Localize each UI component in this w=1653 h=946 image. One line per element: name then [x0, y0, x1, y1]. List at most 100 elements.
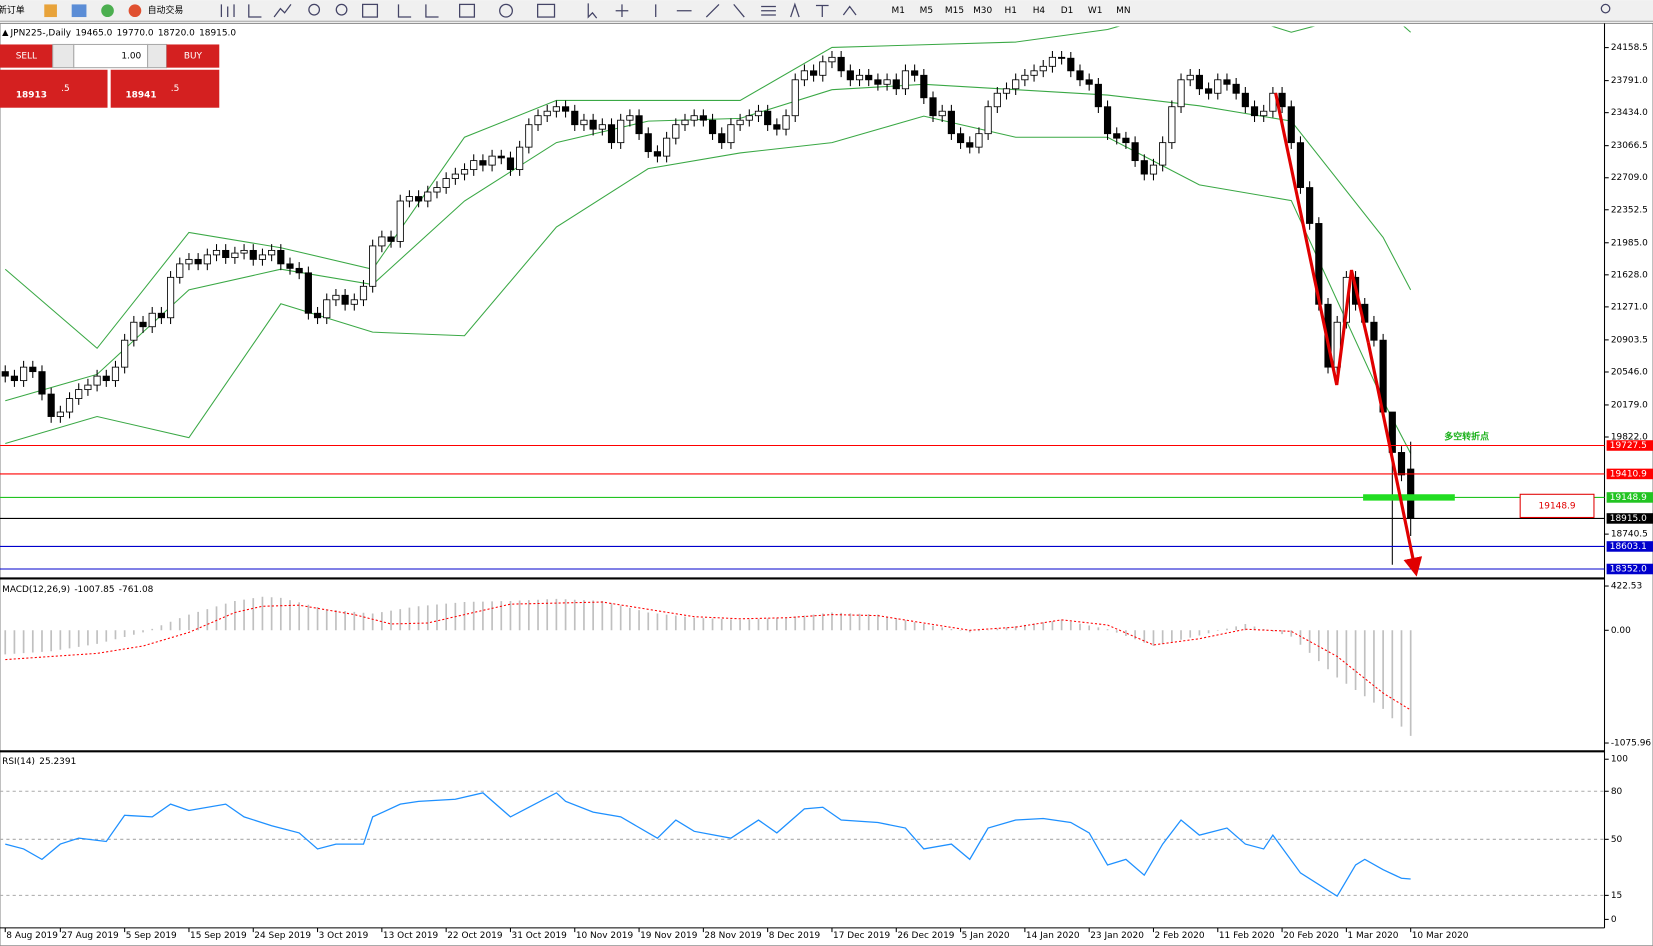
candle-body [681, 119, 689, 126]
toolbar-icon[interactable] [499, 3, 513, 18]
x-tick-label: 2 Feb 2020 [1155, 931, 1205, 941]
candle-body [415, 196, 423, 202]
volume-down[interactable] [52, 43, 75, 69]
candle-body [580, 119, 588, 126]
toolbar-icon[interactable] [537, 3, 556, 18]
toolbar-icon[interactable] [273, 4, 292, 18]
toolbar-icon[interactable] [587, 2, 857, 19]
toolbar-icon[interactable] [459, 3, 476, 18]
candle-body [497, 155, 505, 159]
candle-body [883, 79, 891, 85]
candle-body [139, 321, 147, 328]
trade-panel: SELL 1.00 BUY 18913 .5 18941 .5 [0, 43, 220, 108]
timeframe-button[interactable]: H4 [1033, 6, 1046, 16]
level-tag [1606, 563, 1653, 575]
candle-body [892, 79, 900, 90]
price-box [1519, 493, 1595, 519]
timeframe-button[interactable]: M1 [891, 6, 904, 16]
rsi-line [5, 792, 1411, 898]
candle-body [268, 249, 276, 256]
buy-button[interactable] [166, 44, 220, 68]
toolbar-button[interactable]: 自动交易 [148, 4, 184, 16]
candle-body [1, 371, 9, 377]
timeframe-button[interactable]: M30 [973, 6, 992, 16]
toolbar-icon[interactable] [335, 3, 348, 16]
volume-value[interactable]: 1.00 [121, 52, 141, 62]
bid-pips[interactable]: .5 [61, 84, 70, 94]
toolbar-icon[interactable] [128, 4, 142, 18]
toolbar-icon[interactable] [101, 4, 114, 18]
candle-body [1012, 79, 1020, 90]
ask-price[interactable]: 18941 [125, 91, 156, 101]
bid-box[interactable] [0, 69, 108, 108]
candle-body [874, 79, 882, 85]
candle-body [157, 312, 165, 319]
y-tick-label: 23791.0 [1611, 76, 1648, 86]
candle-body [20, 366, 28, 382]
ask-pips[interactable]: .5 [171, 84, 180, 94]
timeframe-button[interactable]: W1 [1088, 6, 1103, 16]
trend-line [1274, 92, 1370, 386]
candle-body [1205, 88, 1213, 94]
level-tag [1606, 513, 1653, 524]
candle-body [369, 245, 377, 287]
candle-body [1241, 92, 1249, 108]
toolbar-icon[interactable] [71, 4, 87, 18]
x-tick-label: 8 Dec 2019 [769, 931, 821, 941]
toolbar-icon[interactable] [362, 3, 379, 18]
bid-price[interactable]: 18913 [16, 91, 47, 101]
toolbar-icon[interactable] [1600, 3, 1611, 14]
candle-body [791, 79, 799, 117]
candle-body [1407, 468, 1415, 519]
candle-body [203, 254, 211, 265]
toolbar-button[interactable]: 新订单 [0, 4, 25, 16]
candle-body [1278, 92, 1286, 108]
toolbar-icon[interactable] [397, 4, 439, 18]
timeframe-button[interactable]: MN [1116, 6, 1130, 16]
timeframe-button[interactable]: M15 [945, 6, 964, 16]
timeframe-button[interactable]: D1 [1061, 6, 1074, 16]
candle-body [341, 294, 349, 305]
x-tick-label: 15 Sep 2019 [190, 931, 247, 941]
toolbar-icon[interactable] [248, 4, 262, 18]
buy-label[interactable]: BUY [184, 52, 203, 62]
header-marker [2, 29, 9, 37]
x-tick-label: 23 Jan 2020 [1090, 931, 1144, 941]
rsi-pane [0, 790, 1605, 898]
candle-body [966, 142, 974, 148]
volume-up[interactable] [147, 43, 168, 69]
candle-body [479, 160, 487, 166]
candle-body [819, 61, 827, 76]
timeframe-button[interactable]: H1 [1005, 6, 1017, 16]
candle-body [1103, 106, 1112, 135]
y-tick-label: 21628.0 [1611, 270, 1648, 280]
candle-body [598, 124, 606, 130]
candle-body [1048, 56, 1057, 67]
candle-body [10, 375, 19, 382]
axes: 24158.5 23791.0 23434.0 23066.5 22709.0 22352… [0, 28, 1653, 941]
sell-button[interactable] [0, 44, 53, 68]
candle-body [166, 276, 175, 319]
candle-body [561, 106, 570, 112]
candle-body [782, 115, 790, 130]
candle-body [1260, 110, 1268, 117]
sell-label[interactable]: SELL [16, 52, 37, 62]
x-tick-label: 27 Aug 2019 [61, 931, 119, 941]
level-tag [1606, 468, 1653, 480]
level-label: 19148.9 [1610, 493, 1647, 503]
toolbar-icon[interactable] [220, 4, 235, 18]
toolbar-icon[interactable] [308, 3, 321, 16]
y-tick-label: 22709.0 [1611, 173, 1648, 183]
candle-body [249, 249, 257, 260]
candle-body [378, 236, 386, 247]
y-tick-label: 50 [1611, 835, 1623, 845]
candle-body [286, 263, 294, 269]
toolbar-icon[interactable] [44, 4, 57, 18]
ask-box[interactable] [110, 69, 220, 108]
candle-body [1250, 106, 1259, 117]
candle-body [736, 119, 744, 126]
candle-body [773, 124, 781, 130]
timeframe-button[interactable]: M5 [920, 6, 933, 16]
candle-body [635, 115, 643, 135]
